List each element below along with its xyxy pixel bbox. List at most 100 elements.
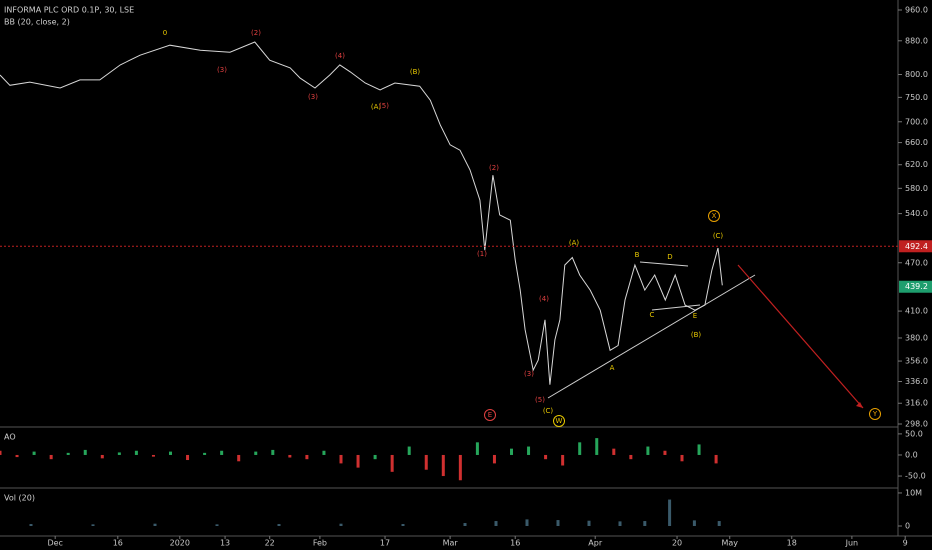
bar xyxy=(66,452,70,455)
bar xyxy=(643,521,647,526)
wave-label: (5) xyxy=(379,102,389,110)
projection-arrow xyxy=(737,264,864,409)
indicator-label: BB (20, close, 2) xyxy=(4,18,70,27)
bar xyxy=(401,524,405,526)
y-tick-label: 50.0 xyxy=(905,429,923,438)
bar xyxy=(339,454,343,464)
x-tick-label: Dec xyxy=(47,539,62,548)
x-tick-label: Feb xyxy=(313,539,327,548)
bar xyxy=(714,454,718,464)
y-tick-label: 880.0 xyxy=(905,36,928,45)
wave-label: (2) xyxy=(251,29,261,37)
bar xyxy=(15,454,19,458)
y-tick-label: 380.0 xyxy=(905,333,928,342)
bar xyxy=(525,519,529,526)
x-tick-label: Mar xyxy=(443,539,459,548)
bar xyxy=(288,454,292,458)
wave-label: C xyxy=(650,311,655,319)
bar xyxy=(237,454,241,462)
bar xyxy=(83,449,87,455)
bar xyxy=(475,442,479,455)
bar xyxy=(29,524,33,526)
wave-label: (A) xyxy=(569,239,580,247)
wave-label: (3) xyxy=(524,370,534,378)
bar xyxy=(618,521,622,526)
y-tick-label: 10M xyxy=(905,488,922,497)
y-tick-label: 0 xyxy=(905,522,910,531)
bar xyxy=(578,442,582,455)
bar xyxy=(492,454,496,464)
wave-label: D xyxy=(667,253,672,261)
wave-label: (C) xyxy=(543,407,554,415)
high-level-label: 492.4 xyxy=(905,242,928,251)
x-tick-label: 9 xyxy=(903,539,908,548)
symbol-title: INFORMA PLC ORD 0.1P, 30, LSE xyxy=(4,6,134,15)
x-tick-label: 18 xyxy=(787,539,797,548)
bar xyxy=(186,454,190,461)
bar xyxy=(458,454,462,481)
bar xyxy=(463,523,467,526)
bar xyxy=(203,452,207,455)
bar xyxy=(561,454,565,466)
x-tick-label: 17 xyxy=(380,539,390,548)
vol-title: Vol (20) xyxy=(4,494,35,503)
bar xyxy=(595,438,599,455)
bar xyxy=(215,524,219,526)
bar xyxy=(680,454,684,462)
wave-label: W xyxy=(556,417,563,425)
wave-label: B xyxy=(635,251,640,259)
y-tick-label: 700.0 xyxy=(905,117,928,126)
wave-label: (A) xyxy=(371,103,382,111)
bar xyxy=(527,446,531,455)
y-tick-label: 540.0 xyxy=(905,209,928,218)
y-tick-label: 960.0 xyxy=(905,6,928,15)
bar xyxy=(32,451,36,455)
bar xyxy=(169,451,172,455)
bar xyxy=(544,454,548,460)
y-tick-label: 356.0 xyxy=(905,357,928,366)
bar xyxy=(134,450,138,455)
bar xyxy=(668,499,672,526)
bar xyxy=(117,452,121,455)
bar xyxy=(373,454,377,460)
x-tick-label: Apr xyxy=(588,539,603,548)
bar xyxy=(612,448,616,455)
bar xyxy=(153,523,157,526)
y-tick-label: 298.0 xyxy=(905,420,928,429)
wave-label: E xyxy=(693,312,697,320)
bar xyxy=(646,446,650,455)
wave-circle xyxy=(869,408,881,420)
bar xyxy=(424,454,428,470)
wave-label: 0 xyxy=(163,29,167,37)
wave-label: (B) xyxy=(410,68,421,76)
y-tick-label: 800.0 xyxy=(905,70,928,79)
x-tick-label: 20 xyxy=(672,539,682,548)
arrow-head xyxy=(856,402,863,408)
bar xyxy=(49,454,53,460)
wave-label: (B) xyxy=(691,331,702,339)
bar xyxy=(100,454,104,459)
wave-label: (1) xyxy=(477,250,487,258)
wave-label: (5) xyxy=(535,396,545,404)
high-level-box xyxy=(899,240,932,253)
bar xyxy=(510,448,513,455)
bar xyxy=(277,524,281,526)
price-line xyxy=(0,41,723,385)
y-tick-label: 316.0 xyxy=(905,399,928,408)
x-tick-label: Jun xyxy=(845,539,859,548)
wave-label: (3) xyxy=(217,66,227,74)
bar xyxy=(322,450,326,455)
bar xyxy=(305,454,309,460)
x-tick-label: 2020 xyxy=(170,539,190,548)
wave-label: (3) xyxy=(308,93,318,101)
wave-label: Y xyxy=(872,410,878,418)
bar xyxy=(556,520,560,526)
bar xyxy=(494,521,498,526)
wave-label: X xyxy=(712,212,717,220)
x-tick-label: May xyxy=(721,539,738,548)
wave-label: (4) xyxy=(539,295,549,303)
last-price-box xyxy=(899,280,932,293)
bar xyxy=(271,449,275,455)
